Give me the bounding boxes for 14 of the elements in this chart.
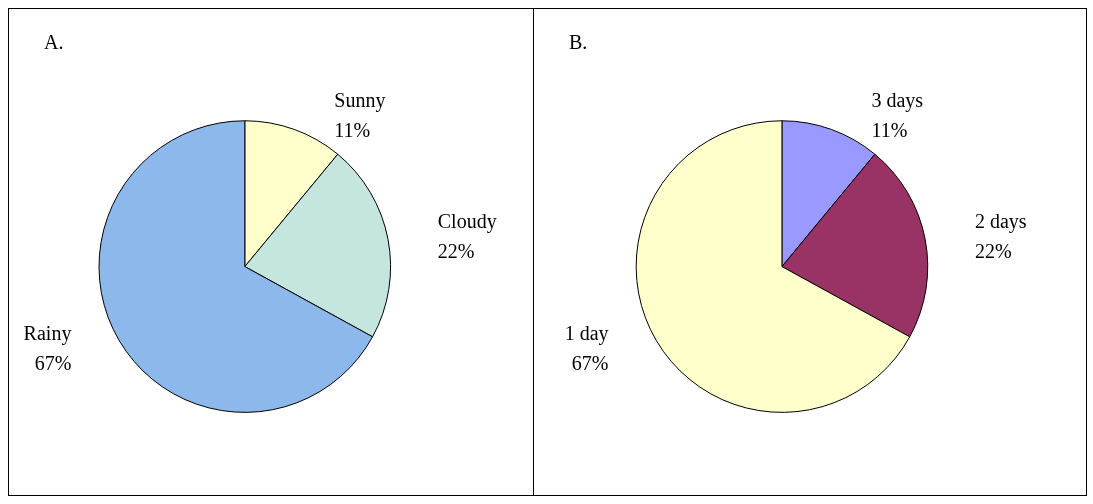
- slice-label: 3 days: [871, 89, 924, 113]
- slice-label: Sunny: [334, 89, 386, 113]
- data-label: 11%: [871, 119, 908, 142]
- data-label: 22%: [974, 240, 1012, 263]
- slice-label: Rainy: [23, 322, 72, 346]
- slice-label: 1 day: [564, 322, 609, 346]
- data-label: 67%: [571, 352, 609, 375]
- data-label: 67%: [34, 352, 72, 375]
- chart-title: A.: [44, 31, 64, 53]
- data-label: 22%: [437, 240, 475, 263]
- data-label: 11%: [334, 119, 371, 142]
- slice-label: 2 days: [974, 210, 1027, 234]
- slice-label: Cloudy: [437, 210, 497, 234]
- chart-title: B.: [569, 31, 588, 53]
